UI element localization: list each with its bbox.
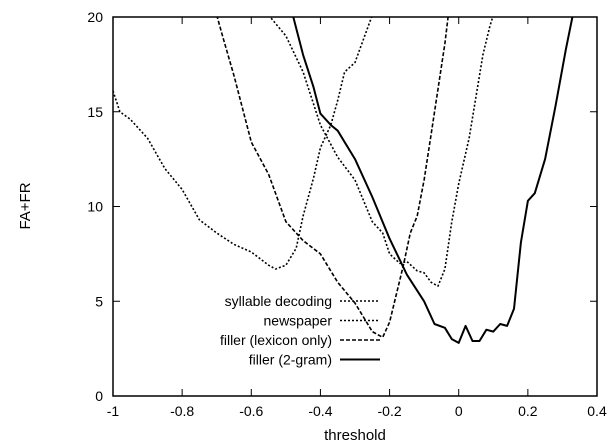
x-tick-label: 0 bbox=[455, 403, 463, 419]
x-tick-label: -1 bbox=[107, 403, 120, 419]
x-axis-label: threshold bbox=[324, 427, 386, 444]
plot-area bbox=[113, 17, 574, 344]
x-tick-label: -0.2 bbox=[378, 403, 402, 419]
y-tick-label: 10 bbox=[87, 199, 103, 215]
y-tick-label: 15 bbox=[87, 104, 103, 120]
x-tick-label: -0.4 bbox=[308, 403, 332, 419]
x-tick-label: -0.8 bbox=[170, 403, 194, 419]
y-axis-label: FA+FR bbox=[17, 182, 34, 229]
plot-frame bbox=[112, 16, 598, 397]
legend-label: filler (2-gram) bbox=[249, 352, 332, 368]
y-tick-label: 20 bbox=[87, 9, 103, 25]
legend-label: newspaper bbox=[264, 313, 333, 329]
legend: syllable decoding newspaper filler (lexico… bbox=[220, 293, 380, 368]
series-line bbox=[113, 17, 373, 270]
series-line bbox=[216, 17, 449, 339]
axis-ticks: -1 -0.8 -0.6 -0.4 -0.2 0 0.2 0.4 0 5 10 15 20 bbox=[87, 9, 607, 419]
series-line bbox=[292, 17, 574, 344]
legend-label: filler (lexicon only) bbox=[220, 332, 332, 348]
x-tick-label: -0.6 bbox=[239, 403, 263, 419]
y-tick-label: 5 bbox=[95, 293, 103, 309]
y-tick-label: 0 bbox=[95, 388, 103, 404]
legend-label: syllable decoding bbox=[225, 293, 332, 309]
series-line bbox=[269, 17, 494, 287]
x-tick-label: 0.4 bbox=[587, 403, 607, 419]
x-tick-label: 0.2 bbox=[518, 403, 538, 419]
